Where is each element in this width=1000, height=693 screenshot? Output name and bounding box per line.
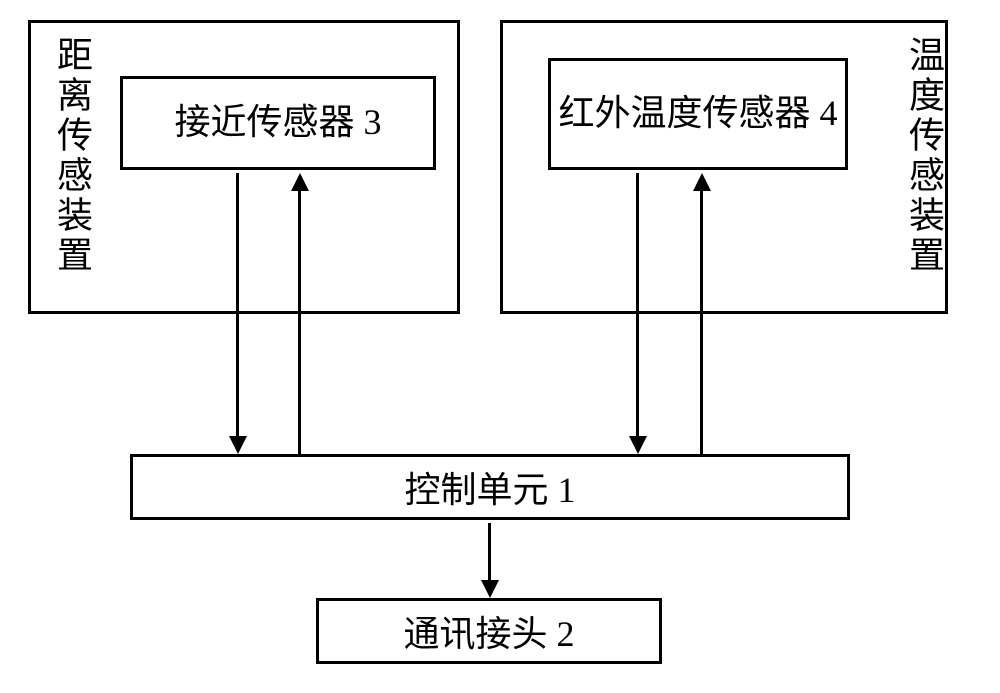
arrow-head-down-icon (229, 436, 247, 454)
control-unit-label: 控制单元 1 (404, 461, 575, 513)
arrow-control-to-ir (700, 189, 703, 454)
arrow-control-to-proximity (298, 189, 301, 454)
arrow-head-down-icon (629, 436, 647, 454)
arrow-head-down-icon (481, 580, 499, 598)
comm-connector-label: 通讯接头 2 (403, 605, 574, 657)
arrow-proximity-to-control (236, 173, 239, 438)
proximity-sensor-label: 接近传感器 3 (174, 101, 381, 144)
arrow-head-up-icon (291, 173, 309, 191)
distance-sensor-device-label: 距离传感装置 (46, 36, 98, 276)
arrow-ir-to-control (636, 173, 639, 438)
temperature-sensor-device-label: 温度传感装置 (898, 36, 950, 276)
ir-temperature-sensor-box: 红外温度传感器 4 (548, 58, 848, 170)
arrow-head-up-icon (693, 173, 711, 191)
comm-connector-box: 通讯接头 2 (316, 598, 662, 664)
control-unit-box: 控制单元 1 (130, 454, 850, 520)
proximity-sensor-box: 接近传感器 3 (120, 76, 436, 170)
ir-temperature-sensor-label: 红外温度传感器 4 (558, 92, 837, 135)
arrow-control-to-comm (488, 523, 491, 582)
